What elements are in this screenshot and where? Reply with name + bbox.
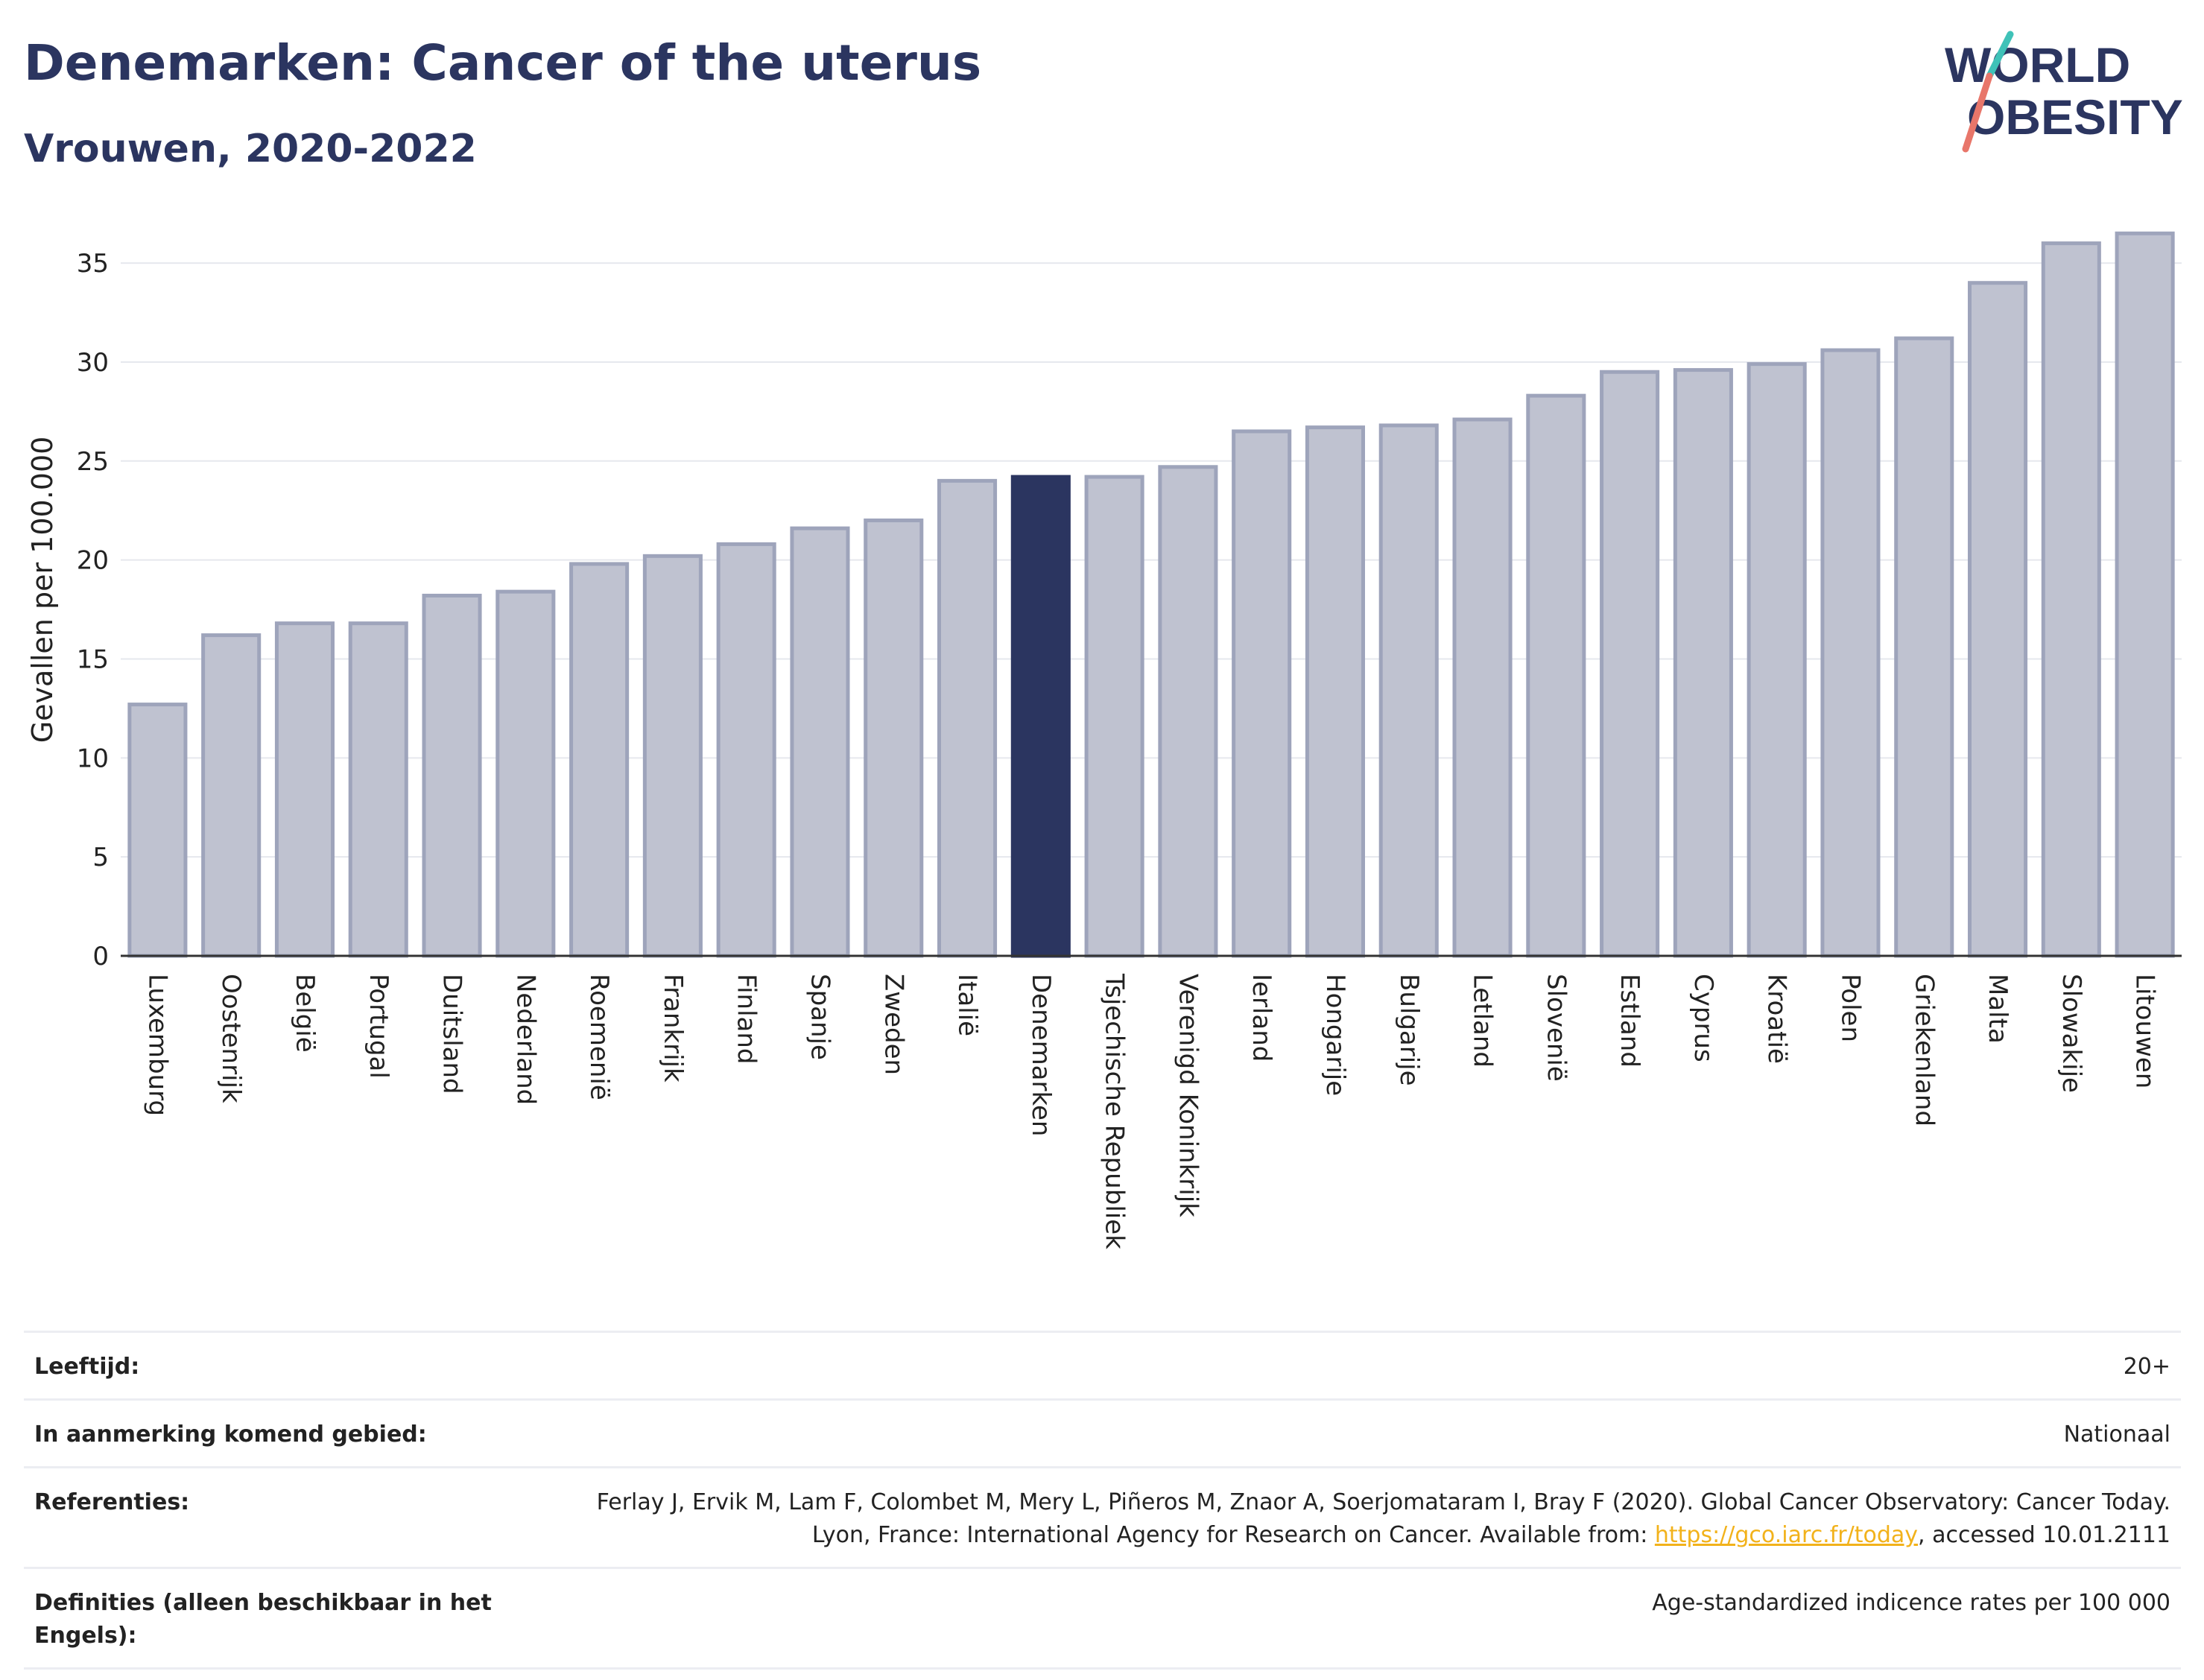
y-axis-label: Gevallen per 100.000 <box>26 437 59 744</box>
bar <box>1010 475 1071 958</box>
meta-value: 20+ <box>2123 1354 2170 1380</box>
logo-slash-teal <box>1986 31 2014 80</box>
x-tick-label: Zweden <box>878 974 908 1075</box>
bar <box>495 589 556 958</box>
bar <box>1232 429 1292 958</box>
bar <box>127 703 188 958</box>
bar <box>1526 393 1586 958</box>
bar <box>1747 362 1807 958</box>
x-tick-label: Portugal <box>364 974 393 1079</box>
world-obesity-logo: WORLD OBESITY <box>1945 31 2183 153</box>
y-tick-label: 10 <box>77 744 109 773</box>
x-tick-label: Frankrijk <box>658 974 688 1083</box>
bar <box>1452 417 1513 958</box>
x-tick-label: Hongarije <box>1320 974 1350 1096</box>
x-tick-label: Estland <box>1615 974 1644 1068</box>
bar <box>348 621 408 958</box>
bar <box>716 542 776 958</box>
x-tick-label: Letland <box>1468 974 1498 1068</box>
metadata-table: Leeftijd: 20+ In aanmerking komend gebie… <box>24 1331 2181 1670</box>
meta-value: Nationaal <box>2063 1421 2170 1448</box>
y-tick-label: 5 <box>92 843 109 872</box>
x-tick-label: Luxemburg <box>142 974 172 1116</box>
meta-label: Referenties: <box>34 1489 190 1515</box>
meta-value: Age-standardized indicence rates per 100… <box>1652 1590 2170 1616</box>
meta-label: Leeftijd: <box>34 1354 140 1380</box>
bar <box>642 554 703 958</box>
y-tick-label: 0 <box>92 942 109 971</box>
bar <box>1378 423 1439 958</box>
x-tick-label: Polen <box>1835 974 1865 1042</box>
x-tick-label: Nederland <box>510 974 540 1105</box>
y-tick-label: 30 <box>77 348 109 378</box>
x-tick-label: Roemenië <box>584 974 614 1100</box>
bar <box>1673 368 1733 958</box>
x-tick-label: Malta <box>1983 974 2013 1044</box>
x-tick-label: Finland <box>732 974 761 1065</box>
bar <box>1967 281 2028 958</box>
bar <box>201 633 262 958</box>
meta-row-age: Leeftijd: 20+ <box>24 1331 2181 1398</box>
x-tick-label: Oostenrijk <box>216 974 246 1103</box>
x-tick-label: Litouwen <box>2130 974 2160 1088</box>
x-tick-label: Slovenië <box>1541 974 1571 1082</box>
reference-accessed: , accessed 10.01.2111 <box>1918 1522 2170 1548</box>
reference-text: Ferlay J, Ervik M, Lam F, Colombet M, Me… <box>596 1489 2170 1548</box>
x-tick-label: Italië <box>952 974 982 1036</box>
logo-line1: WORLD <box>1945 37 2130 92</box>
meta-row-area: In aanmerking komend gebied: Nationaal <box>24 1398 2181 1466</box>
y-tick-label: 35 <box>77 249 109 279</box>
bar <box>422 593 482 958</box>
bar <box>2041 241 2101 958</box>
y-tick-label: 20 <box>77 546 109 576</box>
bar <box>1820 348 1881 958</box>
chart-title: Denemarken: Cancer of the uterus <box>24 34 982 92</box>
bar <box>274 621 335 958</box>
bar-chart: 0 5 10 15 20 25 30 35 Gevallen per 100.000 Luxemb… <box>26 231 2182 1249</box>
meta-value: Ferlay J, Ervik M, Lam F, Colombet M, Me… <box>569 1486 2170 1552</box>
bar <box>1600 370 1660 958</box>
x-tick-label: België <box>290 974 320 1053</box>
x-tick-label: Cyprus <box>1688 974 1718 1062</box>
bar <box>937 478 998 958</box>
x-tick-label: Duitsland <box>437 974 467 1094</box>
bar <box>2115 231 2175 958</box>
x-tick-label: Ierland <box>1247 974 1276 1062</box>
x-tick-label: Bulgarije <box>1394 974 1424 1086</box>
logo-slash-pink <box>1962 72 1993 153</box>
bar <box>864 519 924 958</box>
meta-row-definitions: Definities (alleen beschikbaar in het En… <box>24 1567 2181 1670</box>
x-tick-label: Slowakije <box>2056 974 2086 1093</box>
bar <box>569 562 630 958</box>
bar <box>790 526 850 958</box>
bar <box>1084 475 1144 958</box>
meta-label: Definities (alleen beschikbaar in het En… <box>34 1590 492 1649</box>
chart-subtitle: Vrouwen, 2020-2022 <box>24 127 477 171</box>
x-tick-label: Verenigd Koninkrijk <box>1173 974 1203 1217</box>
logo-line2: OBESITY <box>1967 89 2183 145</box>
x-tick-label: Tsjechische Republiek <box>1100 973 1130 1249</box>
bar <box>1158 465 1218 958</box>
bar <box>1894 336 1954 958</box>
x-tick-label: Griekenland <box>1909 974 1939 1126</box>
x-tick-label: Spanje <box>805 974 835 1060</box>
meta-label: In aanmerking komend gebied: <box>34 1421 427 1448</box>
x-tick-label: Denemarken <box>1026 974 1056 1136</box>
y-tick-label: 15 <box>77 644 109 674</box>
bar <box>1305 425 1366 958</box>
x-tick-label: Kroatië <box>1762 974 1792 1064</box>
meta-row-references: Referenties: Ferlay J, Ervik M, Lam F, C… <box>24 1466 2181 1567</box>
reference-link[interactable]: https://gco.iarc.fr/today <box>1654 1522 1919 1548</box>
y-tick-label: 25 <box>77 447 109 477</box>
